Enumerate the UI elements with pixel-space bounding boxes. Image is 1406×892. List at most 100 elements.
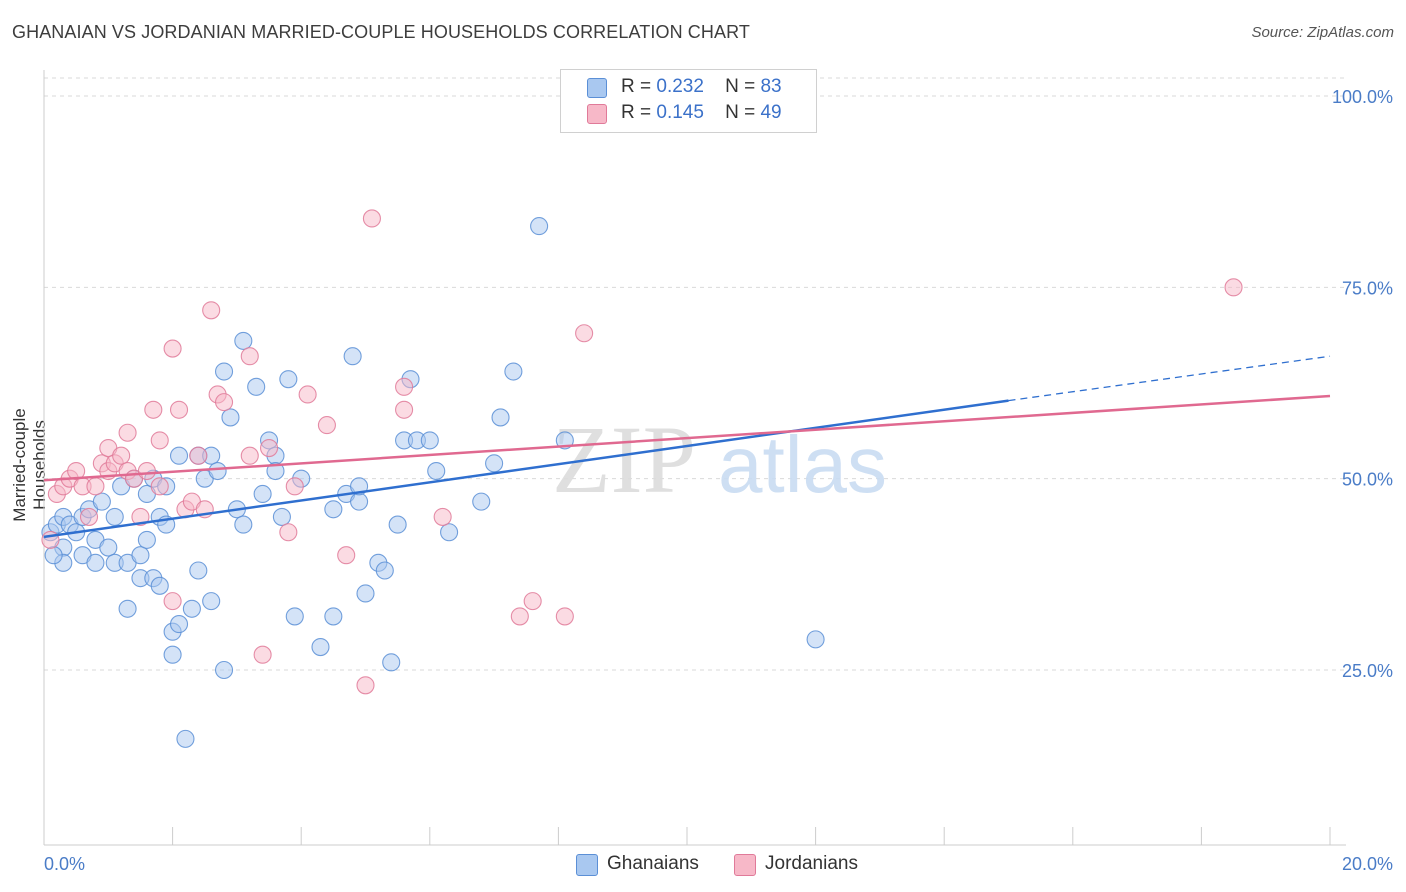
ghanaian-point <box>253 484 272 504</box>
jordanian-point <box>279 523 298 542</box>
ghanaian-point <box>176 729 195 748</box>
jordanian-point <box>575 324 594 343</box>
ghanaian-point <box>356 584 375 603</box>
ghanaian-point <box>427 461 446 481</box>
jordanian-point <box>144 400 163 419</box>
jordanian-point <box>356 676 375 695</box>
jordanian-point <box>150 431 169 450</box>
jordanian-point <box>510 607 529 626</box>
ghanaian-point <box>266 461 285 481</box>
legend-r-value: 0.232 <box>656 76 704 97</box>
jordanian-point <box>395 400 414 419</box>
tick-labels: 25.0% 50.0% 75.0% 100.0% 0.0% 20.0% <box>44 87 1393 874</box>
ghanaian-point <box>208 461 227 481</box>
ghanaian-point <box>118 599 137 618</box>
ghanaian-point <box>182 599 201 618</box>
jordanian-point <box>285 477 304 496</box>
jordanian-point <box>240 347 259 366</box>
axes <box>43 70 1346 846</box>
jordanian-point <box>298 385 317 404</box>
ghanaian-point <box>382 653 401 672</box>
ghanaian-point <box>234 515 253 534</box>
jordanian-point <box>317 416 336 435</box>
jordanian-point <box>214 393 234 412</box>
legend-r-value: 0.145 <box>656 102 704 123</box>
legend-r-label: R = <box>621 76 652 97</box>
jordanian-point <box>67 461 86 481</box>
ghanaian-point <box>324 607 343 626</box>
bottom-legend-label: Ghanaians <box>607 853 699 874</box>
ghanaian-point <box>86 553 105 572</box>
jordanian-point <box>189 446 208 465</box>
watermark-zip: ZIP <box>552 406 696 513</box>
gridlines <box>44 77 1348 671</box>
ghanaian-point <box>163 645 182 664</box>
ghanaian-point <box>485 454 504 473</box>
jordanian-point <box>163 339 182 358</box>
jordanian-point <box>240 446 259 465</box>
ghanaian-point <box>189 561 208 580</box>
ghanaian-point <box>169 446 189 465</box>
watermark: ZIP atlas <box>552 406 887 513</box>
jordanian-point <box>523 592 542 611</box>
ghanaian-point <box>234 331 253 350</box>
jordanian-point <box>118 423 137 442</box>
jordanian-point <box>137 461 156 481</box>
ghanaian-point <box>285 607 304 626</box>
jordanian-point <box>150 477 169 496</box>
ghanaian-point <box>214 660 234 680</box>
ghanaian-point <box>169 615 189 634</box>
ghanaian-point <box>324 500 343 519</box>
ghanaian-point <box>504 362 523 381</box>
jordanian-point <box>395 377 414 396</box>
x-tick-label: 0.0% <box>44 854 85 874</box>
jordanian-point <box>112 446 131 465</box>
ghanaian-point <box>137 530 156 549</box>
jordanian-point <box>1224 278 1243 297</box>
ghanaian-point <box>491 408 510 427</box>
ghanaian-point <box>272 507 291 526</box>
legend-swatch-pink <box>587 104 607 124</box>
y-tick-label: 50.0% <box>1342 470 1393 490</box>
legend-n-value: 49 <box>760 102 782 123</box>
ghanaian-trend-line <box>43 399 1009 539</box>
bottom-legend-swatch-pink <box>734 854 756 876</box>
ghanaian-point <box>44 546 63 565</box>
jordanian-point <box>253 645 272 664</box>
correlation-legend: R = 0.232 N = 83 R = 0.145 N = 49 <box>560 69 817 133</box>
ghanaian-point <box>343 347 362 366</box>
ghanaian-point <box>388 515 407 534</box>
jordanian-point <box>169 400 189 419</box>
y-tick-label: 25.0% <box>1342 661 1393 681</box>
jordanian-point <box>86 477 105 496</box>
ghanaian-point <box>105 507 124 526</box>
chart-title: GHANAIAN VS JORDANIAN MARRIED-COUPLE HOU… <box>12 22 750 42</box>
ghanaian-point <box>279 370 298 389</box>
ghanaian-point <box>92 492 111 511</box>
jordanian-point <box>337 546 356 565</box>
jordanian-point <box>202 301 221 320</box>
ghanaian-point <box>420 431 439 450</box>
bottom-legend-swatch-blue <box>576 854 598 876</box>
jordanian-point <box>555 607 574 626</box>
legend-n-value: 83 <box>760 76 782 97</box>
source-credit: Source: ZipAtlas.com <box>1251 24 1394 41</box>
ghanaian-point <box>440 523 459 542</box>
ghanaian-point <box>311 637 330 657</box>
jordanian-point <box>362 209 381 228</box>
trend-lines <box>43 355 1331 539</box>
ghanaian-point <box>131 546 150 565</box>
jordanian-point <box>79 507 99 526</box>
x-tick-label: 20.0% <box>1342 854 1393 874</box>
jordanian-point <box>163 592 182 611</box>
legend-swatch-blue <box>587 78 607 98</box>
jordanian-point <box>259 439 279 458</box>
legend-r-label: R = <box>621 102 652 123</box>
ghanaian-point <box>806 630 825 649</box>
ghanaian-point <box>375 561 394 580</box>
ghanaian-point <box>350 492 369 511</box>
legend-n-label: N = <box>725 76 756 97</box>
legend-n-label: N = <box>725 102 756 123</box>
ghanaian-point <box>99 538 118 557</box>
